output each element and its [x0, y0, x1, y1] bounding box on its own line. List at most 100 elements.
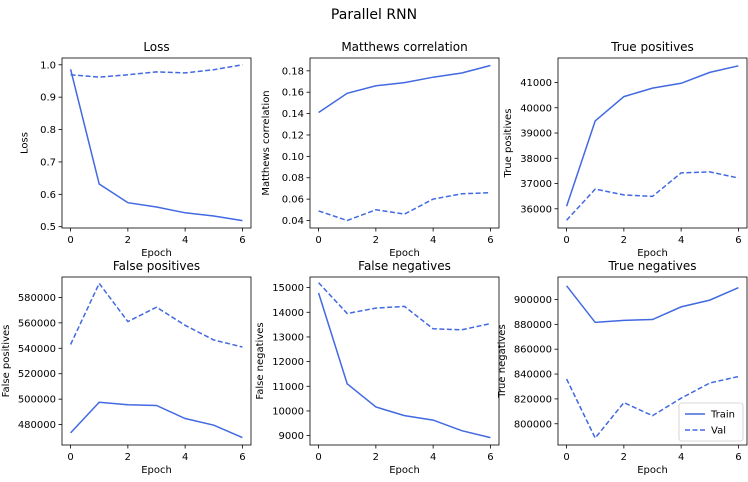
y-tick-label: 1.0 [40, 60, 56, 71]
y-tick-label: 10000 [272, 406, 304, 417]
chart-panel-1: Loss 0 2 4 6 0.5 0.6 0.7 0.8 0.9 1.0 Epoch Loss [19, 40, 252, 259]
y-tick-label: 14000 [272, 308, 304, 319]
y-axis-label: True positives [503, 109, 514, 179]
y-tick-label: 0.9 [40, 93, 56, 104]
panel-title: False negatives [358, 259, 451, 273]
y-tick-label: 0.10 [282, 152, 304, 163]
y-tick-label: 39000 [520, 129, 552, 140]
chart-panel-5: False negatives 0 2 4 6 9000 10000 11000 12000 13… [255, 259, 500, 476]
x-tick-label: 6 [487, 452, 493, 463]
y-tick-label: 0.04 [282, 216, 304, 227]
plot-frame [557, 276, 748, 446]
series-line-train [70, 401, 243, 439]
y-tick-label: 40000 [520, 103, 552, 114]
y-tick-label: 820000 [514, 394, 552, 405]
plot-frame [309, 57, 500, 229]
y-tick-label: 12000 [272, 357, 304, 368]
y-tick-label: 560000 [18, 318, 56, 329]
legend-label: Val [711, 426, 726, 437]
y-tick-label: 900000 [514, 295, 552, 306]
series-line-train [318, 64, 491, 114]
series-line-val [565, 375, 739, 440]
y-tick-label: 15000 [272, 283, 304, 294]
legend: Train Val [678, 402, 744, 442]
y-axis-label: Matthews correlation [261, 90, 272, 195]
y-tick-label: 0.5 [40, 222, 56, 233]
y-tick-label: 38000 [520, 154, 552, 165]
plot-frame [309, 276, 500, 446]
y-tick-label: 37000 [520, 179, 552, 190]
x-tick-label: 6 [735, 235, 741, 246]
x-tick-label: 6 [735, 452, 741, 463]
series-line-val [566, 171, 739, 221]
y-tick-label: 0.08 [282, 173, 304, 184]
panel-title: True negatives [607, 259, 696, 273]
y-tick-label: 0.18 [282, 66, 304, 77]
y-tick-label: 9000 [279, 431, 304, 442]
x-tick-label: 6 [239, 235, 245, 246]
x-axis-label: Epoch [141, 465, 172, 476]
x-axis-label: Epoch [637, 465, 668, 476]
x-tick-label: 2 [373, 452, 379, 463]
series-line-val [318, 282, 491, 331]
series-line-val [318, 191, 491, 222]
y-tick-label: 840000 [514, 370, 552, 381]
x-tick-label: 0 [563, 235, 569, 246]
y-tick-label: 0.06 [282, 195, 304, 206]
series-line-train [317, 292, 491, 439]
y-tick-label: 0.12 [282, 130, 304, 141]
x-axis-label: Epoch [389, 465, 420, 476]
x-tick-label: 4 [182, 452, 188, 463]
x-tick-label: 0 [315, 452, 321, 463]
y-tick-label: 580000 [18, 293, 56, 304]
y-tick-label: 0.6 [40, 190, 56, 201]
x-axis-label: Epoch [637, 248, 668, 259]
chart-panel-3: True positives 0 2 4 6 36000 37000 38000 39000 40… [503, 40, 748, 259]
y-tick-label: 540000 [18, 344, 56, 355]
x-tick-label: 4 [678, 235, 684, 246]
series-line-train [566, 285, 739, 324]
y-tick-label: 860000 [514, 345, 552, 356]
panel-title: False positives [113, 259, 200, 273]
panel-title: True positives [610, 40, 694, 54]
y-axis-label: True negatives [497, 324, 508, 398]
y-tick-label: 800000 [514, 419, 552, 430]
y-tick-label: 0.16 [282, 88, 304, 99]
chart-panel-6: True negatives 0 2 4 6 800000 820000 840000 8600… [497, 259, 748, 476]
panel-title: Loss [143, 40, 169, 54]
y-tick-label: 500000 [18, 395, 56, 406]
chart-panels: Loss 0 2 4 6 0.5 0.6 0.7 0.8 0.9 1.0 Epoch Loss Matth… [1, 40, 748, 476]
x-tick-label: 4 [430, 235, 436, 246]
y-tick-label: 480000 [18, 420, 56, 431]
x-tick-label: 4 [430, 452, 436, 463]
plot-frame [61, 276, 252, 446]
x-tick-label: 2 [621, 452, 627, 463]
y-tick-label: 880000 [514, 320, 552, 331]
x-tick-label: 2 [125, 235, 131, 246]
y-tick-label: 13000 [272, 332, 304, 343]
y-axis-label: Loss [19, 132, 30, 154]
chart-panel-2: Matthews correlation 0 2 4 6 0.04 0.06 0.08 0.10… [261, 40, 500, 259]
y-tick-label: 0.8 [40, 125, 56, 136]
y-tick-label: 36000 [520, 204, 552, 215]
x-tick-label: 0 [315, 235, 321, 246]
legend-label: Train [710, 410, 735, 421]
x-axis-label: Epoch [389, 248, 420, 259]
y-tick-label: 520000 [18, 369, 56, 380]
y-axis-label: False negatives [255, 322, 266, 399]
x-tick-label: 4 [678, 452, 684, 463]
series-line-val [69, 281, 243, 348]
x-tick-label: 2 [125, 452, 131, 463]
x-tick-label: 0 [563, 452, 569, 463]
legend-box [678, 402, 744, 442]
x-axis-label: Epoch [141, 248, 172, 259]
chart-panel-4: False positives 0 2 4 6 480000 500000 520000 540… [1, 259, 252, 476]
x-tick-label: 2 [373, 235, 379, 246]
x-tick-label: 0 [67, 452, 73, 463]
plot-frame [61, 57, 252, 229]
y-tick-label: 11000 [272, 382, 304, 393]
x-tick-label: 0 [67, 235, 73, 246]
x-tick-label: 6 [239, 452, 245, 463]
panel-title: Matthews correlation [341, 40, 467, 54]
